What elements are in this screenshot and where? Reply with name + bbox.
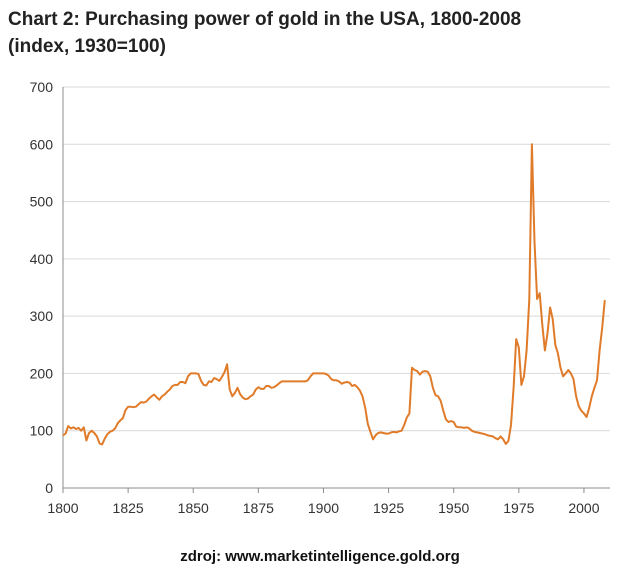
axes: [62, 87, 610, 493]
x-tick-label: 2000: [568, 500, 599, 516]
y-tick-label: 400: [30, 251, 54, 267]
y-tick-labels: 0 100 200 300 400 500 600 700: [30, 79, 54, 496]
y-tick-label: 0: [45, 480, 53, 496]
x-tick-label: 1900: [308, 500, 339, 516]
chart-title-line-1: Chart 2: Purchasing power of gold in the…: [8, 9, 522, 30]
series-group: [62, 143, 606, 446]
chart-title-line-2: (index, 1930=100): [8, 36, 166, 57]
y-tick-label: 200: [30, 365, 54, 381]
y-tick-label: 600: [30, 136, 54, 152]
x-tick-label: 1850: [178, 500, 209, 516]
chart-title: Chart 2: Purchasing power of gold in the…: [8, 6, 521, 60]
x-tick-labels: 1800 1825 1850 1875 1900 1925 1950 1975 2000: [47, 500, 599, 516]
x-tick-label: 1875: [243, 500, 274, 516]
series-line-0: [62, 143, 606, 446]
x-tick-label: 1800: [47, 500, 78, 516]
y-tick-label: 500: [30, 194, 54, 210]
x-tick-label: 1975: [503, 500, 534, 516]
gridlines: [63, 86, 610, 432]
x-tick-label: 1950: [438, 500, 469, 516]
y-tick-label: 700: [30, 79, 54, 95]
x-tick-label: 1825: [113, 500, 144, 516]
source-note: zdroj: www.marketintelligence.gold.org: [180, 548, 460, 565]
y-tick-label: 300: [30, 308, 54, 324]
x-tick-label: 1925: [373, 500, 404, 516]
y-tick-label: 100: [30, 423, 54, 439]
